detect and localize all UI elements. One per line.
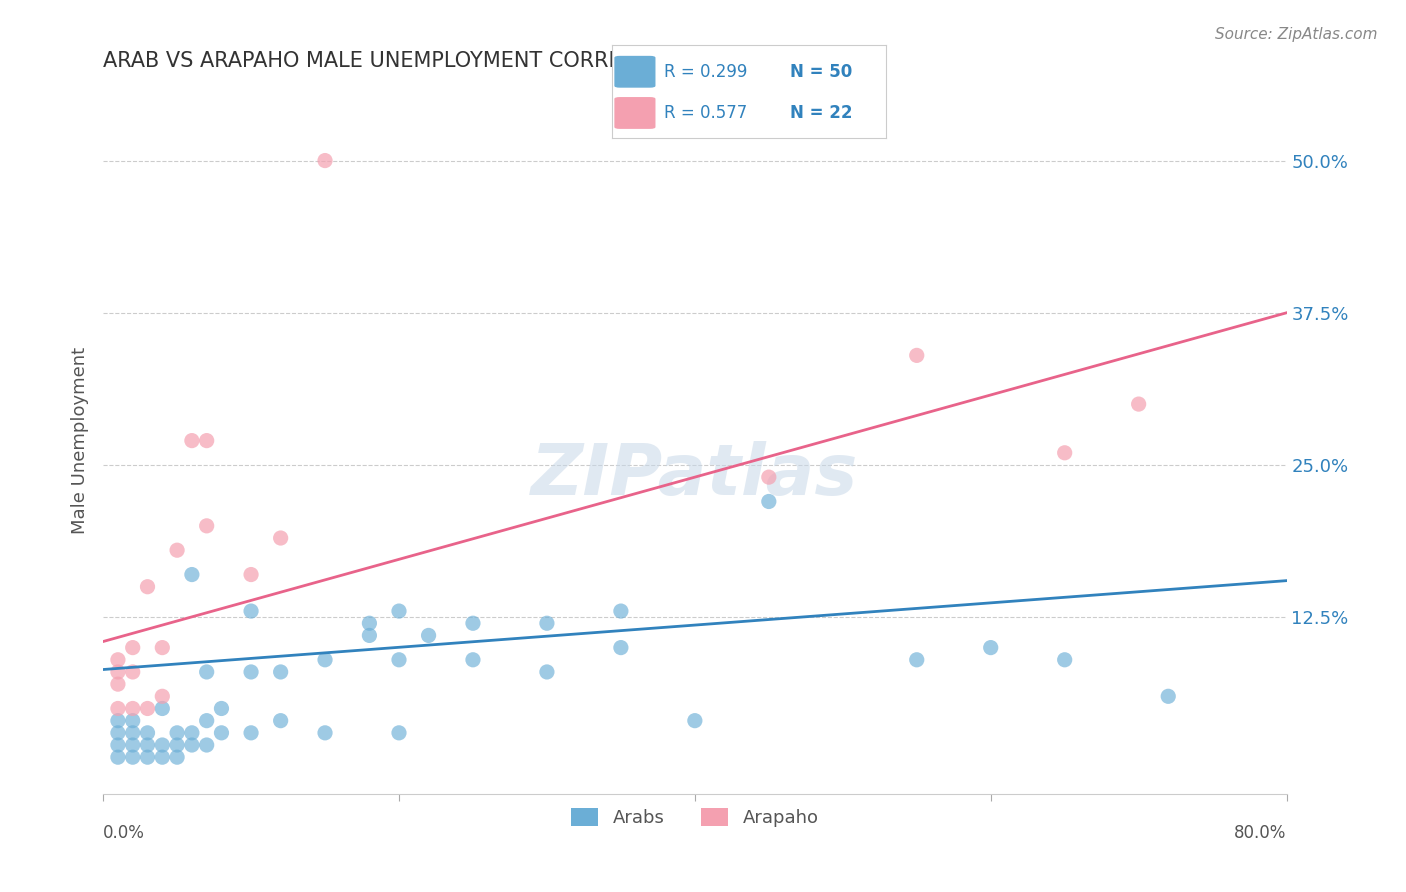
Text: 0.0%: 0.0%: [103, 824, 145, 842]
Point: [107, 701, 129, 715]
Point: [107, 750, 129, 764]
Point: [121, 714, 143, 728]
Legend: Arabs, Arapaho: Arabs, Arapaho: [564, 800, 825, 834]
Point: [359, 628, 381, 642]
Point: [166, 750, 188, 764]
Point: [211, 726, 233, 740]
Point: [195, 665, 218, 679]
Point: [136, 750, 159, 764]
Point: [1053, 653, 1076, 667]
Point: [195, 519, 218, 533]
Point: [270, 714, 292, 728]
Point: [388, 653, 411, 667]
Point: [240, 665, 263, 679]
Point: [136, 738, 159, 752]
Point: [683, 714, 706, 728]
Point: [610, 604, 633, 618]
Text: Source: ZipAtlas.com: Source: ZipAtlas.com: [1215, 27, 1378, 42]
Point: [150, 738, 173, 752]
Point: [211, 701, 233, 715]
Point: [136, 701, 159, 715]
Point: [461, 616, 484, 631]
Point: [107, 677, 129, 691]
Point: [536, 665, 558, 679]
Point: [980, 640, 1002, 655]
FancyBboxPatch shape: [614, 97, 655, 129]
Text: N = 22: N = 22: [790, 104, 852, 122]
Y-axis label: Male Unemployment: Male Unemployment: [72, 347, 89, 534]
Point: [905, 653, 928, 667]
Point: [758, 494, 780, 508]
Point: [180, 726, 202, 740]
Point: [150, 750, 173, 764]
Point: [136, 580, 159, 594]
Point: [240, 604, 263, 618]
Point: [270, 665, 292, 679]
Point: [461, 653, 484, 667]
Point: [121, 701, 143, 715]
Point: [180, 434, 202, 448]
Point: [121, 750, 143, 764]
Point: [1053, 446, 1076, 460]
Point: [136, 726, 159, 740]
Point: [166, 738, 188, 752]
Point: [195, 714, 218, 728]
Point: [359, 616, 381, 631]
Point: [240, 567, 263, 582]
Point: [270, 531, 292, 545]
Point: [150, 701, 173, 715]
Point: [107, 665, 129, 679]
Point: [166, 543, 188, 558]
Point: [121, 640, 143, 655]
Point: [905, 348, 928, 362]
Point: [107, 738, 129, 752]
Point: [107, 653, 129, 667]
Point: [121, 665, 143, 679]
Text: 80.0%: 80.0%: [1234, 824, 1286, 842]
Point: [758, 470, 780, 484]
Point: [418, 628, 440, 642]
Point: [314, 153, 336, 168]
Point: [195, 738, 218, 752]
Point: [121, 726, 143, 740]
Text: R = 0.577: R = 0.577: [664, 104, 747, 122]
Point: [388, 726, 411, 740]
FancyBboxPatch shape: [614, 56, 655, 87]
Point: [107, 726, 129, 740]
Text: N = 50: N = 50: [790, 62, 852, 81]
Point: [150, 640, 173, 655]
Point: [107, 714, 129, 728]
Point: [536, 616, 558, 631]
Text: ZIPatlas: ZIPatlas: [531, 442, 859, 510]
Point: [240, 726, 263, 740]
Point: [388, 604, 411, 618]
Point: [195, 434, 218, 448]
Point: [314, 726, 336, 740]
Point: [150, 690, 173, 704]
Text: R = 0.299: R = 0.299: [664, 62, 747, 81]
Text: ARAB VS ARAPAHO MALE UNEMPLOYMENT CORRELATION CHART: ARAB VS ARAPAHO MALE UNEMPLOYMENT CORREL…: [103, 51, 775, 70]
Point: [610, 640, 633, 655]
Point: [1157, 690, 1180, 704]
Point: [180, 567, 202, 582]
Point: [1128, 397, 1150, 411]
Point: [121, 738, 143, 752]
Point: [166, 726, 188, 740]
Point: [314, 653, 336, 667]
Point: [180, 738, 202, 752]
